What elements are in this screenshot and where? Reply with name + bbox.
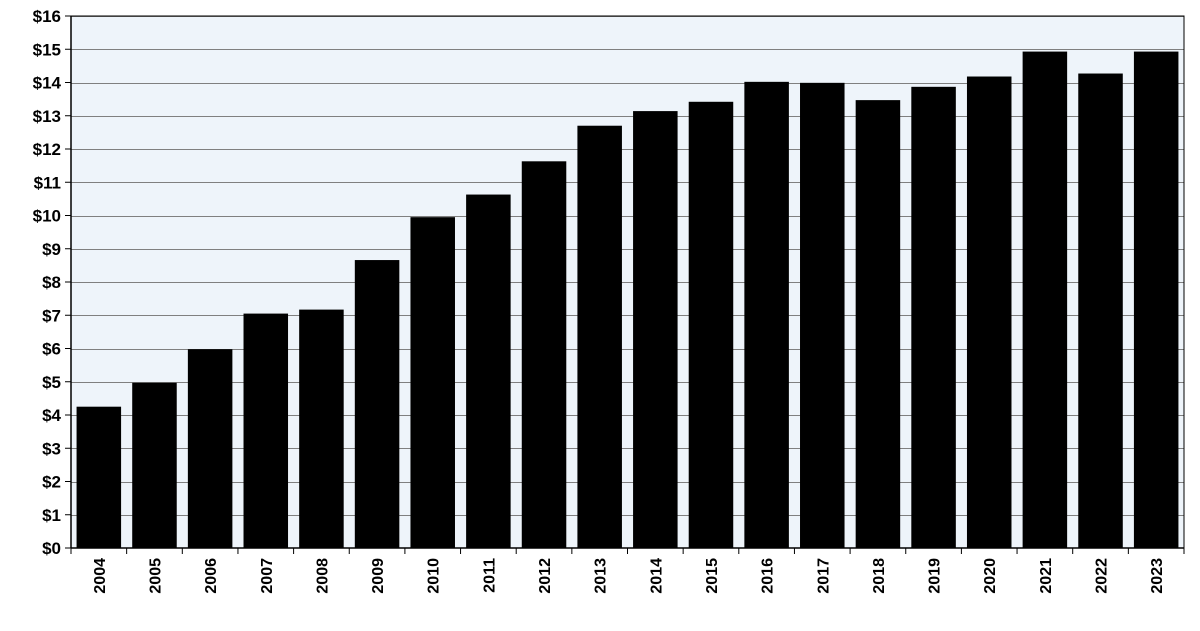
bar-2022 <box>1078 73 1123 549</box>
x-tick-label: 2020 <box>982 558 999 594</box>
y-tick-label: $14 <box>33 74 62 93</box>
x-tick-label: 2016 <box>760 558 777 594</box>
y-tick-label: $3 <box>42 439 61 458</box>
bar-2008 <box>299 309 344 548</box>
x-tick-label: 2007 <box>259 558 276 594</box>
bar-2017 <box>800 82 845 549</box>
y-tick-label: $4 <box>42 406 61 425</box>
y-tick-label: $8 <box>42 273 61 292</box>
bar-2015 <box>688 101 734 548</box>
x-tick-label: 2014 <box>648 558 665 594</box>
bar-2014 <box>633 111 678 548</box>
bar-2004 <box>76 406 122 548</box>
x-tick-label: 2017 <box>815 558 832 594</box>
y-tick-label: $9 <box>42 240 61 259</box>
y-tick-label: $7 <box>42 306 61 325</box>
bar-2010 <box>410 217 455 548</box>
x-tick-label: 2004 <box>92 558 109 594</box>
x-tick-label: 2009 <box>370 558 387 594</box>
bar-2006 <box>187 349 233 548</box>
bar-2018 <box>855 100 901 548</box>
bar-2005 <box>132 382 177 548</box>
y-tick-label: $6 <box>42 340 61 359</box>
axes <box>65 15 1185 554</box>
x-tick-labels: 2004 2005 2006 2007 2008 2009 2010 2011 2012 2013… <box>92 558 1166 594</box>
bar-2016 <box>744 81 789 549</box>
x-tick-label: 2015 <box>704 558 721 594</box>
y-tick-label: $13 <box>33 107 61 126</box>
y-tick-label: $15 <box>33 40 61 59</box>
bar-2013 <box>577 125 622 548</box>
y-tick-label: $16 <box>33 7 61 26</box>
x-tick-label: 2023 <box>1149 558 1166 594</box>
y-tick-label: $0 <box>42 539 61 558</box>
y-tick-labels: $0 $1 $2 $3 $4 $5 $6 $7 $8 $9 $10 $11 $12 $13 $14 $15 $1… <box>33 7 62 558</box>
bar-2009 <box>354 260 400 548</box>
bar-2012 <box>521 161 567 549</box>
x-tick-label: 2019 <box>927 558 944 594</box>
bar-2023 <box>1133 51 1179 548</box>
bar-2020 <box>966 76 1012 548</box>
y-tick-label: $1 <box>42 506 61 525</box>
x-tick-label: 2012 <box>537 558 554 594</box>
y-tick-label: $2 <box>42 473 61 492</box>
x-tick-label: 2011 <box>481 558 498 593</box>
x-tick-label: 2013 <box>593 558 610 594</box>
x-tick-label: 2022 <box>1094 558 1111 594</box>
bar-2007 <box>243 313 289 548</box>
bar-2019 <box>911 86 956 548</box>
bar-2011 <box>466 194 511 549</box>
x-tick-label: 2006 <box>203 558 220 594</box>
y-tick-label: $12 <box>33 140 61 159</box>
y-tick-label: $11 <box>34 173 61 192</box>
x-tick-label: 2021 <box>1038 558 1055 594</box>
x-tick-label: 2005 <box>147 558 164 594</box>
bars <box>76 51 1179 549</box>
x-tick-label: 2010 <box>426 558 443 594</box>
bar-2021 <box>1022 51 1068 548</box>
x-tick-label: 2018 <box>871 558 888 594</box>
y-tick-label: $10 <box>33 207 61 226</box>
x-tick-label: 2008 <box>314 558 331 594</box>
y-tick-label: $5 <box>42 373 61 392</box>
